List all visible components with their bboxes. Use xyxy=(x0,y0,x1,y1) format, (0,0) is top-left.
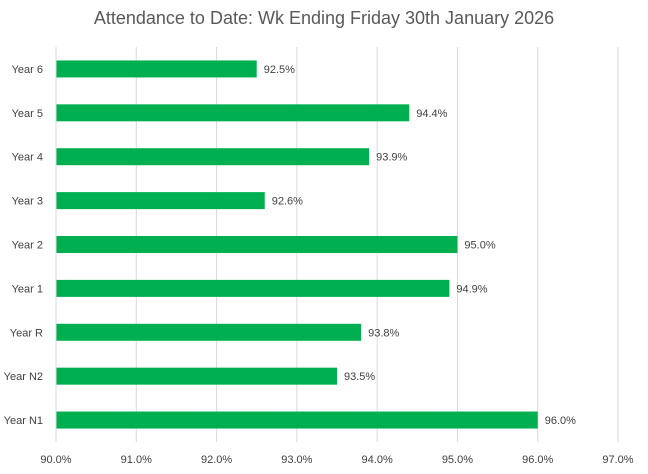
bar-year-2 xyxy=(56,236,458,253)
tick-label: 91.0% xyxy=(121,454,152,466)
bar-year-n1 xyxy=(56,411,538,429)
bar-year-1 xyxy=(56,279,450,297)
category-label: Year 2 xyxy=(12,240,43,252)
bar-year-4 xyxy=(56,148,370,166)
data-label: 93.9% xyxy=(376,152,407,164)
category-label: Year 3 xyxy=(12,196,43,208)
tick-label: 90.0% xyxy=(40,454,71,466)
bar-year-5 xyxy=(56,104,410,122)
bar-year-r xyxy=(56,323,362,341)
data-label: 94.9% xyxy=(456,283,487,295)
data-label: 93.5% xyxy=(344,371,375,383)
tick-label: 96.0% xyxy=(522,454,553,466)
bar-year-n2 xyxy=(56,367,337,385)
tick-label: 97.0% xyxy=(602,454,633,466)
category-label: Year 1 xyxy=(12,283,43,295)
data-label: 96.0% xyxy=(545,415,576,427)
category-label: Year N1 xyxy=(4,415,43,427)
category-label: Year R xyxy=(10,327,43,339)
category-label: Year 5 xyxy=(12,108,43,120)
data-label: 94.4% xyxy=(416,108,447,120)
category-label: Year 4 xyxy=(12,152,43,164)
tick-label: 95.0% xyxy=(442,454,473,466)
tick-label: 93.0% xyxy=(281,454,312,466)
chart-title: Attendance to Date: Wk Ending Friday 30t… xyxy=(93,8,555,28)
category-label: Year N2 xyxy=(4,371,43,383)
data-label: 95.0% xyxy=(464,240,495,252)
tick-label: 94.0% xyxy=(362,454,393,466)
data-label: 92.6% xyxy=(272,196,303,208)
tick-label: 92.0% xyxy=(201,454,232,466)
bar-year-3 xyxy=(56,192,265,210)
data-label: 92.5% xyxy=(264,64,295,76)
data-label: 93.8% xyxy=(368,327,399,339)
category-label: Year 6 xyxy=(12,64,43,76)
bar-year-6 xyxy=(56,60,257,78)
